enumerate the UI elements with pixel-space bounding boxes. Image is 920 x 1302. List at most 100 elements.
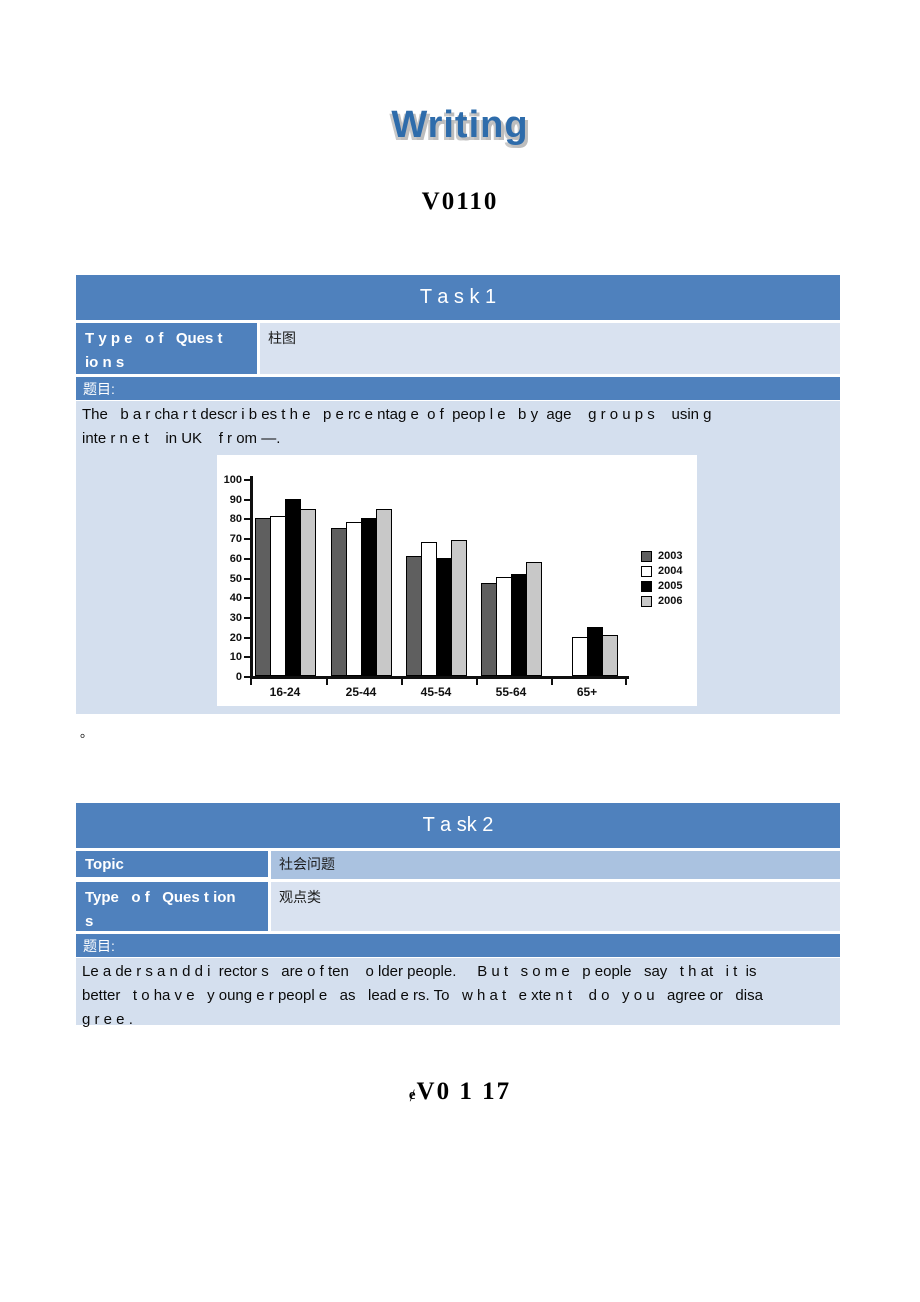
y-axis-label: 10 — [229, 651, 242, 663]
task2-type-row: Type o f Ques t ion s 观点类 — [76, 882, 840, 931]
x-axis-category-label: 45-54 — [420, 685, 452, 699]
task2-timu-bar: 题目: — [76, 934, 840, 957]
y-axis-tick — [244, 676, 250, 678]
y-axis-label: 20 — [229, 632, 242, 644]
x-axis-category-label: 55-64 — [495, 685, 527, 699]
task1-type-label-line1: T y p e o f Ques t — [85, 330, 223, 347]
y-axis-tick — [244, 656, 250, 658]
stray-period: 。 — [80, 725, 94, 740]
legend-swatch-2005 — [641, 580, 652, 592]
bar-2004-65+ — [572, 637, 588, 676]
task2-body-line1: Le a de r s a n d d i rector s are o f t… — [82, 963, 757, 980]
bar-2004-25-44 — [346, 522, 362, 676]
y-axis-tick — [244, 597, 250, 599]
y-axis-label: 80 — [229, 513, 242, 525]
x-axis-tick — [250, 676, 252, 685]
bar-2004-45-54 — [421, 542, 437, 676]
x-axis-tick — [551, 676, 553, 685]
legend-label-2006: 2006 — [658, 595, 683, 607]
bar-2005-16-24 — [285, 499, 301, 676]
x-axis-category-label: 25-44 — [345, 685, 377, 699]
task2-topic-value-cell: 社会问题 — [271, 851, 840, 879]
y-axis-tick — [244, 578, 250, 580]
y-axis-line — [250, 476, 253, 679]
bar-2003-25-44 — [331, 528, 347, 676]
doc-code-v0117-text: V0 1 17 — [416, 1078, 512, 1105]
legend-label-2005: 2005 — [658, 580, 683, 592]
y-axis-label: 60 — [229, 553, 242, 565]
task1-header: T a s k 1 — [76, 275, 840, 320]
task2-table: T a sk 2 Topic 社会问题 Type o f Ques t ion … — [76, 803, 840, 1028]
y-axis-label: 70 — [229, 533, 242, 545]
legend-swatch-2003 — [641, 550, 652, 562]
bar-2003-16-24 — [255, 518, 271, 676]
legend-label-2003: 2003 — [658, 550, 683, 562]
y-axis-label: 40 — [229, 592, 242, 604]
page-title: Writing — [391, 104, 529, 146]
y-axis-tick — [244, 518, 250, 520]
bar-2006-25-44 — [376, 509, 392, 676]
task1-body-line2: inte r n e t in UK f r om —. — [82, 430, 281, 447]
bar-2003-45-54 — [406, 556, 422, 676]
y-axis-label: 90 — [229, 494, 242, 506]
task1-type-row: T y p e o f Ques t io n s 柱图 — [76, 323, 840, 374]
task1-table: T a s k 1 T y p e o f Ques t io n s 柱图 题… — [76, 275, 840, 714]
y-axis-label: 0 — [235, 671, 242, 683]
code-prefix-glyph: ɇ — [408, 1087, 416, 1103]
task2-body-cell: Le a de r s a n d d i rector s are o f t… — [76, 958, 840, 1028]
legend-swatch-2006 — [641, 595, 652, 607]
task1-body-cell: The b a r cha r t descr i b es t h e p e… — [76, 401, 840, 714]
x-axis-tick — [476, 676, 478, 685]
task1-type-label-line2: io n s — [85, 354, 125, 371]
task2-topic-label-cell: Topic — [76, 851, 268, 877]
bar-2005-25-44 — [361, 518, 377, 676]
x-axis-line — [250, 676, 629, 679]
y-axis-label: 100 — [223, 474, 242, 486]
task2-type-label-line2: s — [85, 913, 94, 930]
bar-2005-55-64 — [511, 574, 527, 676]
task1-type-label-cell: T y p e o f Ques t io n s — [76, 323, 257, 374]
bar-2006-65+ — [602, 635, 618, 676]
doc-code-v0110: V0110 — [421, 188, 499, 215]
bar-2004-55-64 — [496, 577, 512, 676]
y-axis-tick — [244, 617, 250, 619]
task2-type-label-line1: Type o f Ques t ion — [85, 889, 236, 906]
bar-2004-16-24 — [270, 516, 286, 676]
task2-type-value-cell: 观点类 — [271, 882, 840, 931]
bar-2006-16-24 — [300, 509, 316, 676]
y-axis-tick — [244, 558, 250, 560]
y-axis-tick — [244, 479, 250, 481]
x-axis-category-label: 65+ — [576, 685, 598, 699]
bar-2006-55-64 — [526, 562, 542, 676]
bar-2005-65+ — [587, 627, 603, 676]
y-axis-tick — [244, 637, 250, 639]
task1-body-line1: The b a r cha r t descr i b es t h e p e… — [82, 406, 712, 423]
bar-2006-45-54 — [451, 540, 467, 676]
legend-item: 2004 — [641, 565, 682, 577]
legend-item: 2005 — [641, 580, 682, 592]
task2-type-label-cell: Type o f Ques t ion s — [76, 882, 268, 931]
bar-chart: 0 10 20 30 40 50 60 70 80 90 100 16-24 25-44 45-54 55-… — [217, 455, 697, 706]
y-axis-tick — [244, 499, 250, 501]
bar-2005-45-54 — [436, 558, 452, 676]
x-axis-tick — [401, 676, 403, 685]
legend-item: 2003 — [641, 550, 682, 562]
legend-swatch-2004 — [641, 565, 652, 577]
x-axis-category-label: 16-24 — [269, 685, 301, 699]
legend-label-2004: 2004 — [658, 565, 683, 577]
doc-code-v0117: ɇV0 1 17 — [0, 1078, 920, 1106]
task2-body-line3: g r e e . — [82, 1011, 133, 1028]
task2-topic-label: Topic — [85, 856, 124, 873]
task2-topic-row: Topic 社会问题 — [76, 851, 840, 879]
legend-item: 2006 — [641, 595, 682, 607]
task2-header: T a sk 2 — [76, 803, 840, 848]
y-axis-label: 50 — [229, 573, 242, 585]
x-axis-tick — [326, 676, 328, 685]
task2-body-line2: better t o ha v e y oung e r peopl e as … — [82, 987, 763, 1004]
y-axis-tick — [244, 538, 250, 540]
task1-type-value-cell: 柱图 — [260, 323, 840, 374]
x-axis-tick — [625, 676, 627, 685]
bar-2003-55-64 — [481, 583, 497, 676]
task1-timu-bar: 题目: — [76, 377, 840, 400]
